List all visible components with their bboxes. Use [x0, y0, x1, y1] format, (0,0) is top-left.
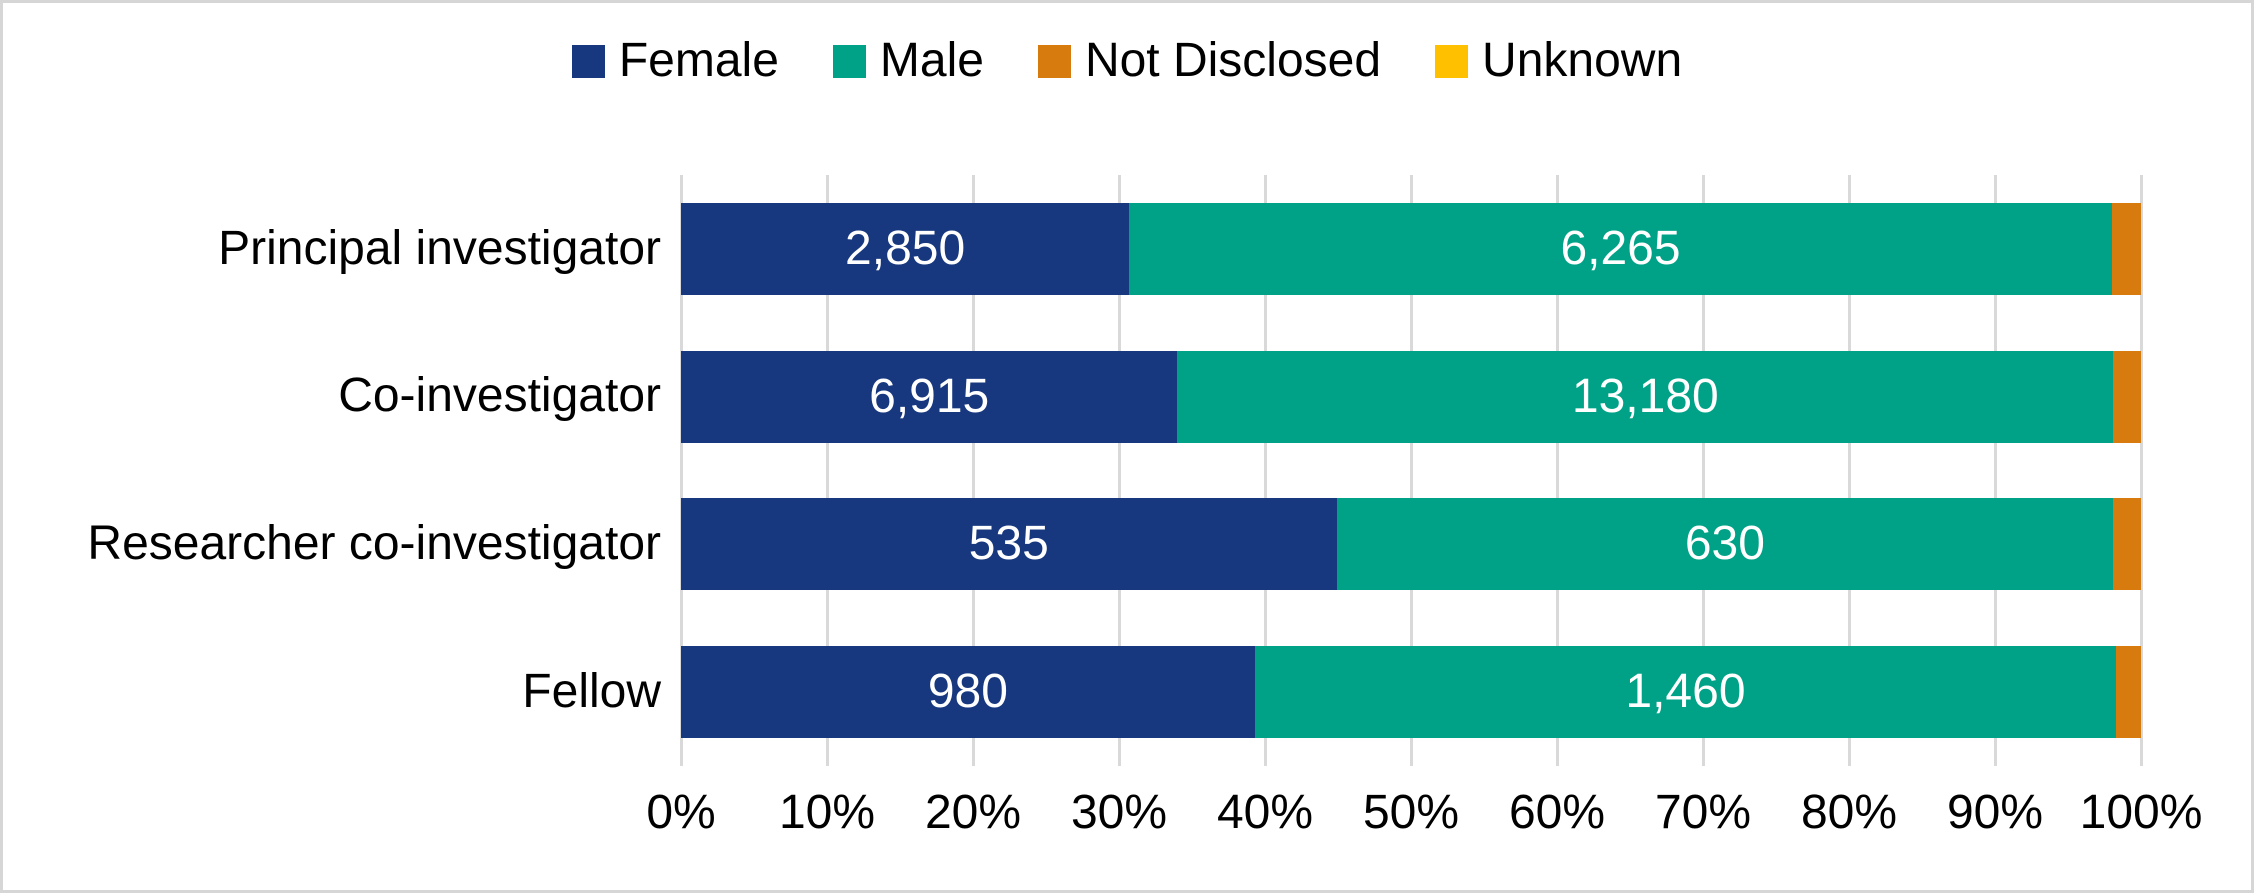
category-axis: Principal investigator Co-investigator Res…	[23, 175, 661, 766]
x-axis: 0% 10% 20% 30% 40% 50% 60% 70% 80% 90% 100%	[646, 786, 2202, 859]
bar-segment-male: 6,265	[1129, 202, 2112, 295]
gridline	[1263, 175, 1267, 766]
x-tick-label: 40%	[1216, 786, 1314, 839]
gridline	[825, 175, 829, 766]
x-tick-label: 20%	[924, 786, 1022, 839]
gridline	[1117, 175, 1121, 766]
plot-area: 2,850 6,265 6,915 13,180 535 630 980 1,460	[679, 175, 2143, 766]
x-tick-label: 50%	[1362, 786, 1460, 839]
gridline	[1993, 175, 1997, 766]
x-tick-label: 90%	[1946, 786, 2044, 839]
legend-label: Male	[879, 34, 984, 87]
legend-item: Not Disclosed	[1037, 34, 1382, 87]
gridline	[679, 175, 683, 766]
bar-value-label: 2,850	[845, 221, 966, 275]
legend-swatch-icon	[1435, 44, 1469, 78]
chart-legend: Female Male Not Disclosed Unknown	[3, 37, 2251, 85]
legend-item: Female	[571, 34, 779, 87]
bar-segment-not-disclosed	[2113, 498, 2141, 591]
x-tick-label: 100%	[2079, 786, 2203, 839]
gridline	[1555, 175, 1559, 766]
bar-segment-male: 1,460	[1254, 646, 2117, 739]
legend-swatch-icon	[1037, 44, 1071, 78]
bar-segment-male: 630	[1336, 498, 2114, 591]
bar-row: 2,850 6,265	[681, 202, 2141, 295]
bar-segment-female: 980	[681, 646, 1255, 739]
bar-value-label: 630	[1684, 517, 1765, 571]
bar-row: 535 630	[681, 498, 2141, 591]
bar-value-label: 1,460	[1625, 665, 1746, 719]
bar-segment-not-disclosed	[2116, 646, 2141, 739]
bar-value-label: 6,265	[1560, 221, 1681, 275]
legend-label: Not Disclosed	[1084, 34, 1382, 87]
bar-segment-not-disclosed	[2111, 202, 2141, 295]
bar-segment-male: 13,180	[1177, 350, 2114, 443]
bar-segment-female: 6,915	[681, 350, 1178, 443]
bar-row: 6,915 13,180	[681, 350, 2141, 443]
bar-row: 980 1,460	[681, 646, 2141, 739]
bar-value-label: 6,915	[869, 369, 990, 423]
bar-segment-not-disclosed	[2113, 350, 2141, 443]
category-label: Researcher co-investigator	[87, 517, 661, 571]
category-label: Principal investigator	[218, 221, 661, 275]
gridline	[1847, 175, 1851, 766]
bar-segment-female: 2,850	[681, 202, 1130, 295]
bar-value-label: 535	[968, 517, 1049, 571]
legend-item: Unknown	[1435, 37, 1682, 85]
gridline	[2139, 175, 2143, 766]
legend-swatch-icon	[832, 44, 866, 78]
gridline	[1701, 175, 1705, 766]
legend-swatch-icon	[571, 44, 605, 78]
bar-value-label: 13,180	[1571, 369, 1719, 423]
gridline	[971, 175, 975, 766]
bar-segment-female: 535	[681, 498, 1337, 591]
x-tick-label: 0%	[646, 786, 716, 839]
legend-label: Female	[618, 34, 779, 87]
x-tick-label: 10%	[778, 786, 876, 839]
x-tick-label: 30%	[1070, 786, 1168, 839]
category-label: Fellow	[522, 664, 661, 718]
category-label: Co-investigator	[338, 369, 661, 423]
gridline	[1409, 175, 1413, 766]
x-tick-label: 60%	[1508, 786, 1606, 839]
bar-value-label: 980	[927, 665, 1008, 719]
x-tick-label: 70%	[1654, 786, 1752, 839]
legend-label: Unknown	[1482, 34, 1683, 87]
x-tick-label: 80%	[1800, 786, 1898, 839]
legend-item: Male	[832, 34, 984, 87]
